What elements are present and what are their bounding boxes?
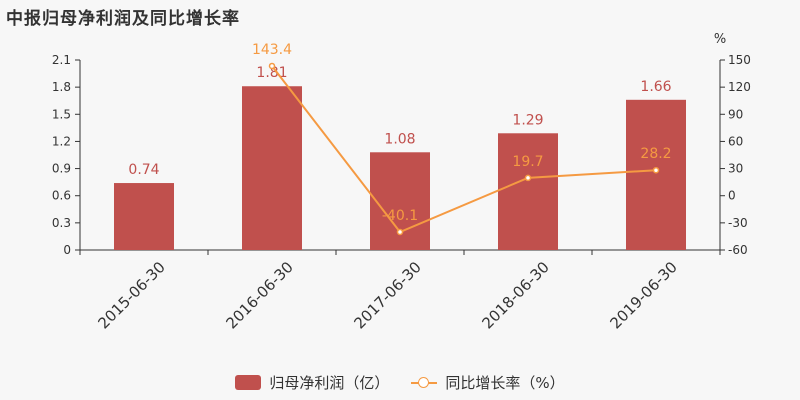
y-right-tick-label: -60 xyxy=(728,243,748,257)
chart-title: 中报归母净利润及同比增长率 xyxy=(6,9,240,29)
y-right-tick-label: -30 xyxy=(728,216,748,230)
y-left-tick-label: 0.9 xyxy=(52,162,71,176)
growth-value-label: 143.4 xyxy=(252,42,292,58)
growth-value-label: 19.7 xyxy=(512,154,543,170)
y-left-tick-label: 0 xyxy=(63,243,71,257)
y-left-tick-label: 1.8 xyxy=(52,80,71,94)
bar xyxy=(626,99,686,250)
growth-point xyxy=(268,62,276,70)
bar-value-label: 1.08 xyxy=(384,131,415,147)
y-right-tick-label: 120 xyxy=(728,80,751,94)
x-category-label: 2018-06-30 xyxy=(478,258,552,332)
bar-value-label: 1.29 xyxy=(512,112,543,128)
bar-value-label: 0.74 xyxy=(128,162,159,178)
x-category-label: 2016-06-30 xyxy=(222,258,296,332)
legend-line-swatch xyxy=(411,375,438,390)
y-right-unit: % xyxy=(714,32,726,47)
y-left-tick-label: 1.2 xyxy=(52,134,71,148)
bar xyxy=(370,152,430,250)
growth-value-label: 28.2 xyxy=(640,146,671,162)
x-category-label: 2015-06-30 xyxy=(94,258,168,332)
legend-item-bar[interactable]: 归母净利润（亿） xyxy=(235,372,389,393)
legend-bar-swatch xyxy=(235,375,262,390)
legend: 归母净利润（亿） 同比增长率（%） xyxy=(0,372,800,393)
growth-point xyxy=(524,174,532,182)
y-right-tick-label: 0 xyxy=(728,189,736,203)
y-right-tick-label: 30 xyxy=(728,162,743,176)
bar xyxy=(114,183,174,250)
growth-line xyxy=(271,65,657,234)
growth-point xyxy=(652,166,660,174)
y-right-tick-label: 150 xyxy=(728,53,751,67)
legend-bar-label: 归母净利润（亿） xyxy=(269,374,390,392)
bar xyxy=(242,86,302,250)
x-category-label: 2019-06-30 xyxy=(606,258,680,332)
growth-point xyxy=(396,228,404,236)
legend-item-line[interactable]: 同比增长率（%） xyxy=(411,372,565,393)
bar xyxy=(498,133,558,250)
y-right-tick-label: 60 xyxy=(728,134,743,148)
y-left-tick-label: 0.6 xyxy=(52,189,71,203)
x-category-label: 2017-06-30 xyxy=(350,258,424,332)
y-right-tick-label: 90 xyxy=(728,107,743,121)
y-left-tick-label: 0.3 xyxy=(52,216,71,230)
growth-value-label: -40.1 xyxy=(382,208,418,224)
y-left-tick-label: 1.5 xyxy=(52,107,71,121)
bar-value-label: 1.66 xyxy=(640,79,671,95)
legend-line-label: 同比增长率（%） xyxy=(445,374,565,392)
y-left-tick-label: 2.1 xyxy=(52,53,71,67)
